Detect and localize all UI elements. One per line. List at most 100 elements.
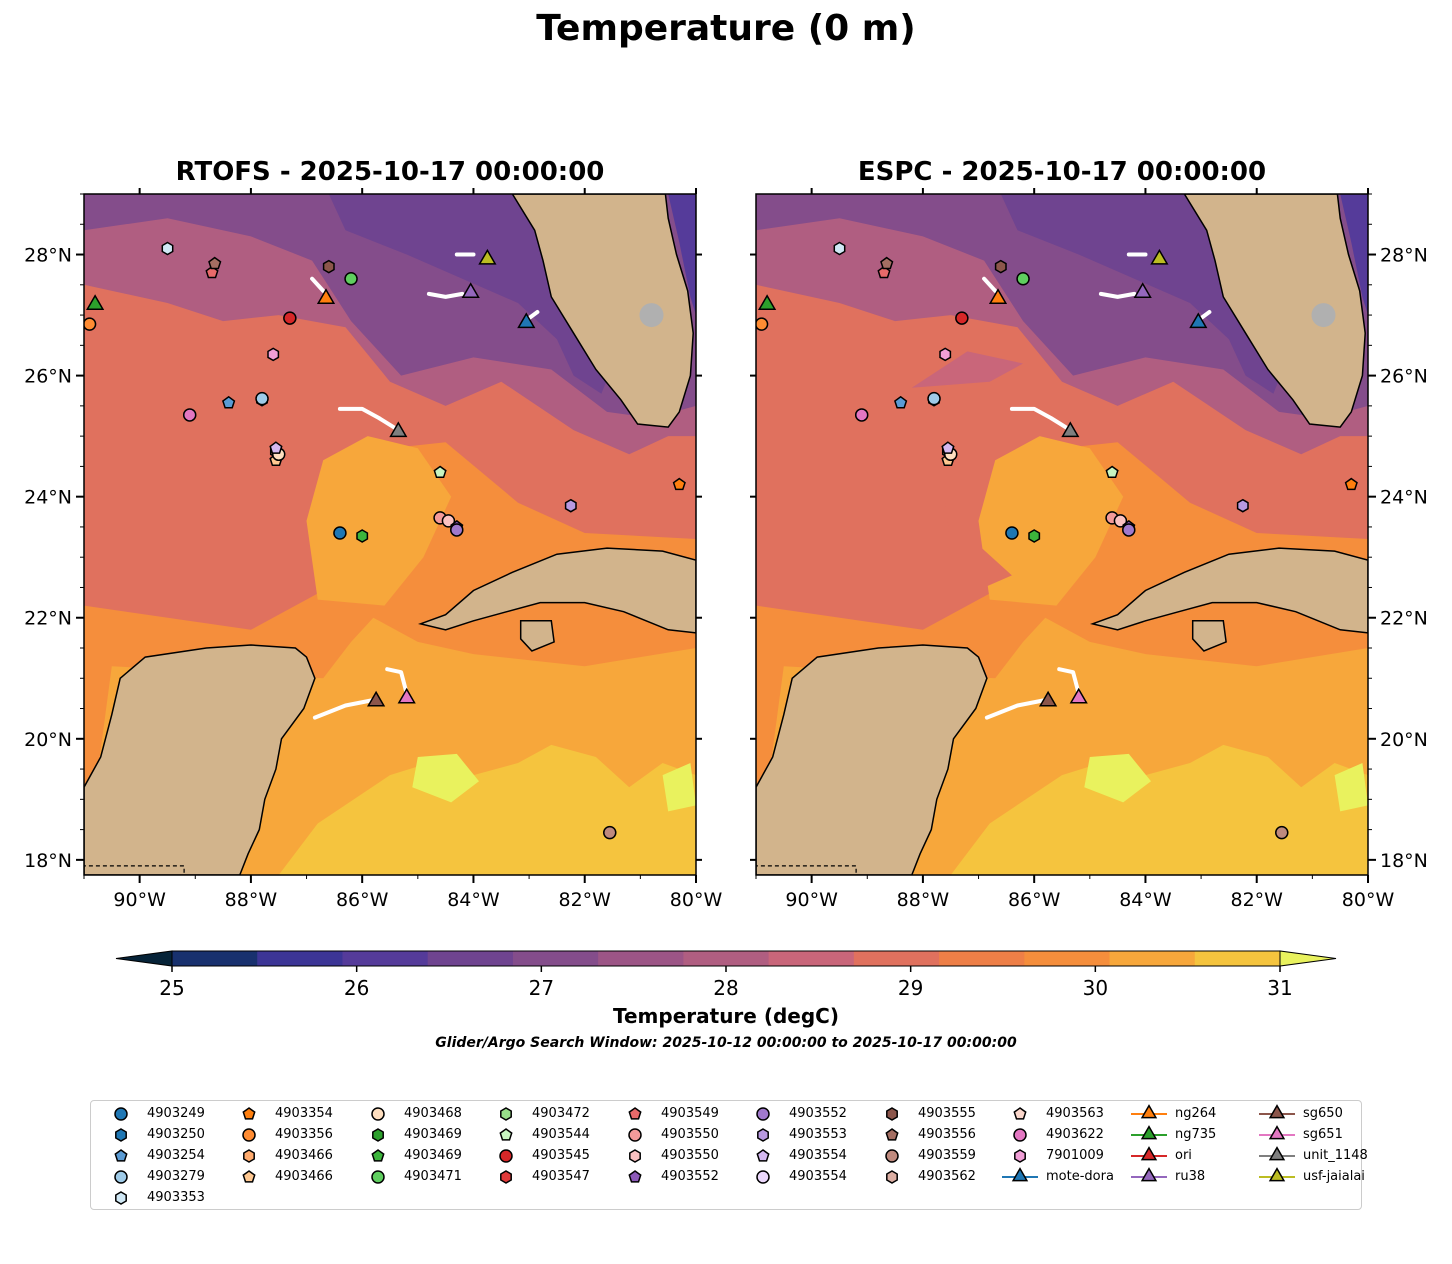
triangle-icon <box>1131 1167 1167 1182</box>
observation-marker <box>1344 477 1358 491</box>
lat-tick-label: 28°N <box>1380 245 1428 267</box>
observation-marker <box>894 395 908 409</box>
circle-icon <box>371 1107 385 1121</box>
observation-marker <box>316 288 336 304</box>
legend-label: 4903563 <box>1046 1106 1104 1121</box>
circle-icon <box>756 1170 770 1184</box>
legend-label: 4903554 <box>789 1148 847 1163</box>
observation-marker <box>322 259 335 274</box>
lon-tick-label: 86°W <box>1008 889 1061 911</box>
legend-label: sg650 <box>1303 1106 1343 1121</box>
figure-title: Temperature (0 m) <box>536 8 916 49</box>
observation-marker <box>854 408 869 422</box>
observation-marker <box>84 317 97 331</box>
observation-marker <box>758 294 777 311</box>
observation-marker <box>517 312 536 329</box>
pentagon-icon <box>628 1107 642 1120</box>
observation-marker <box>283 311 297 325</box>
legend: 4903249 4903250 4903254 4903279 4903353 49033… <box>90 1100 1368 1210</box>
legend-label: unit_1148 <box>1303 1148 1368 1163</box>
observation-marker <box>269 441 283 454</box>
lon-tick-label: 80°W <box>1342 889 1395 911</box>
rtofs-map: 90°W 88°W 86°W 84°W 82°W 80°W 18°N 20°N 22°N 24°N… <box>24 188 722 911</box>
circle-icon <box>242 1128 256 1142</box>
legend-label: 4903550 <box>661 1127 719 1142</box>
observation-marker <box>389 421 408 438</box>
circle-icon <box>885 1149 899 1163</box>
legend-label: 4903250 <box>147 1127 205 1142</box>
observation-marker <box>397 687 416 704</box>
observation-marker <box>941 441 955 454</box>
panel-title-rtofs: RTOFS - 2025-10-17 00:00:00 <box>175 157 605 187</box>
circle-icon <box>1013 1128 1027 1142</box>
observation-marker <box>880 256 894 270</box>
legend-label: 4903469 <box>404 1127 462 1142</box>
colorbar-label: Temperature (degC) <box>613 1004 839 1028</box>
lat-tick-label: 22°N <box>1380 608 1428 630</box>
observation-marker <box>182 408 197 422</box>
pentagon-icon <box>114 1149 128 1162</box>
observation-marker <box>161 241 174 256</box>
circle-icon <box>628 1128 642 1142</box>
colorbar-tick-label: 29 <box>897 976 924 1000</box>
legend-label: 4903559 <box>918 1148 976 1163</box>
legend-label: 4903553 <box>789 1127 847 1142</box>
colorbar-tick-label: 26 <box>343 976 370 1000</box>
legend-label: 4903552 <box>661 1169 719 1184</box>
triangle-icon <box>1002 1167 1038 1182</box>
lon-tick-label: 84°W <box>1119 889 1172 911</box>
legend-label: 4903471 <box>404 1169 462 1184</box>
observation-marker <box>1133 282 1152 298</box>
observation-marker <box>833 241 846 256</box>
observation-marker <box>1028 529 1041 543</box>
colorbar-tick-label: 28 <box>713 976 739 1000</box>
lat-tick-label: 26°N <box>24 366 72 388</box>
observation-marker <box>1113 514 1128 528</box>
legend-label: 4903466 <box>275 1148 333 1163</box>
observation-marker <box>939 347 952 362</box>
observation-marker <box>1005 526 1019 540</box>
lon-tick-label: 86°W <box>336 889 389 911</box>
legend-label: 4903552 <box>789 1106 847 1121</box>
legend-label: sg651 <box>1303 1127 1343 1142</box>
legend-label: 4903549 <box>661 1106 719 1121</box>
legend-label: ru38 <box>1175 1169 1206 1184</box>
observation-marker <box>672 477 686 491</box>
observation-marker <box>205 265 219 279</box>
legend-label: mote-dora <box>1046 1169 1114 1184</box>
observation-marker <box>356 529 369 543</box>
legend-label: 4903622 <box>1046 1127 1104 1142</box>
hexagon-icon <box>500 1170 512 1184</box>
pentagon-icon <box>371 1149 385 1162</box>
legend-label: 4903354 <box>275 1106 333 1121</box>
pentagon-icon <box>242 1107 256 1120</box>
observation-marker <box>333 526 347 540</box>
observation-marker <box>1150 248 1169 265</box>
legend-label: 4903469 <box>404 1148 462 1163</box>
lon-tick-label: 80°W <box>670 889 723 911</box>
legend-label: 4903555 <box>918 1106 976 1121</box>
legend-label: 4903468 <box>404 1106 462 1121</box>
lon-tick-label: 84°W <box>447 889 500 911</box>
panel-title-espc: ESPC - 2025-10-17 00:00:00 <box>857 157 1267 187</box>
observation-marker <box>1016 271 1030 286</box>
observation-marker <box>1122 523 1136 537</box>
pentagon-icon <box>242 1170 256 1183</box>
legend-label: 4903562 <box>918 1169 976 1184</box>
lat-tick-label: 26°N <box>1380 366 1428 388</box>
triangle-icon <box>1131 1125 1167 1140</box>
observation-marker <box>255 391 269 406</box>
lon-tick-label: 88°W <box>225 889 278 911</box>
hexagon-icon <box>115 1191 127 1205</box>
hexagon-icon <box>886 1107 898 1121</box>
triangle-icon <box>1131 1104 1167 1119</box>
legend-label: 4903472 <box>532 1106 590 1121</box>
lat-tick-label: 18°N <box>1380 850 1428 872</box>
hexagon-icon <box>629 1149 641 1163</box>
pentagon-icon <box>628 1170 642 1183</box>
observation-marker <box>208 256 222 270</box>
lat-tick-label: 20°N <box>1380 729 1428 751</box>
lon-tick-label: 90°W <box>785 889 838 911</box>
lat-tick-label: 28°N <box>24 245 72 267</box>
